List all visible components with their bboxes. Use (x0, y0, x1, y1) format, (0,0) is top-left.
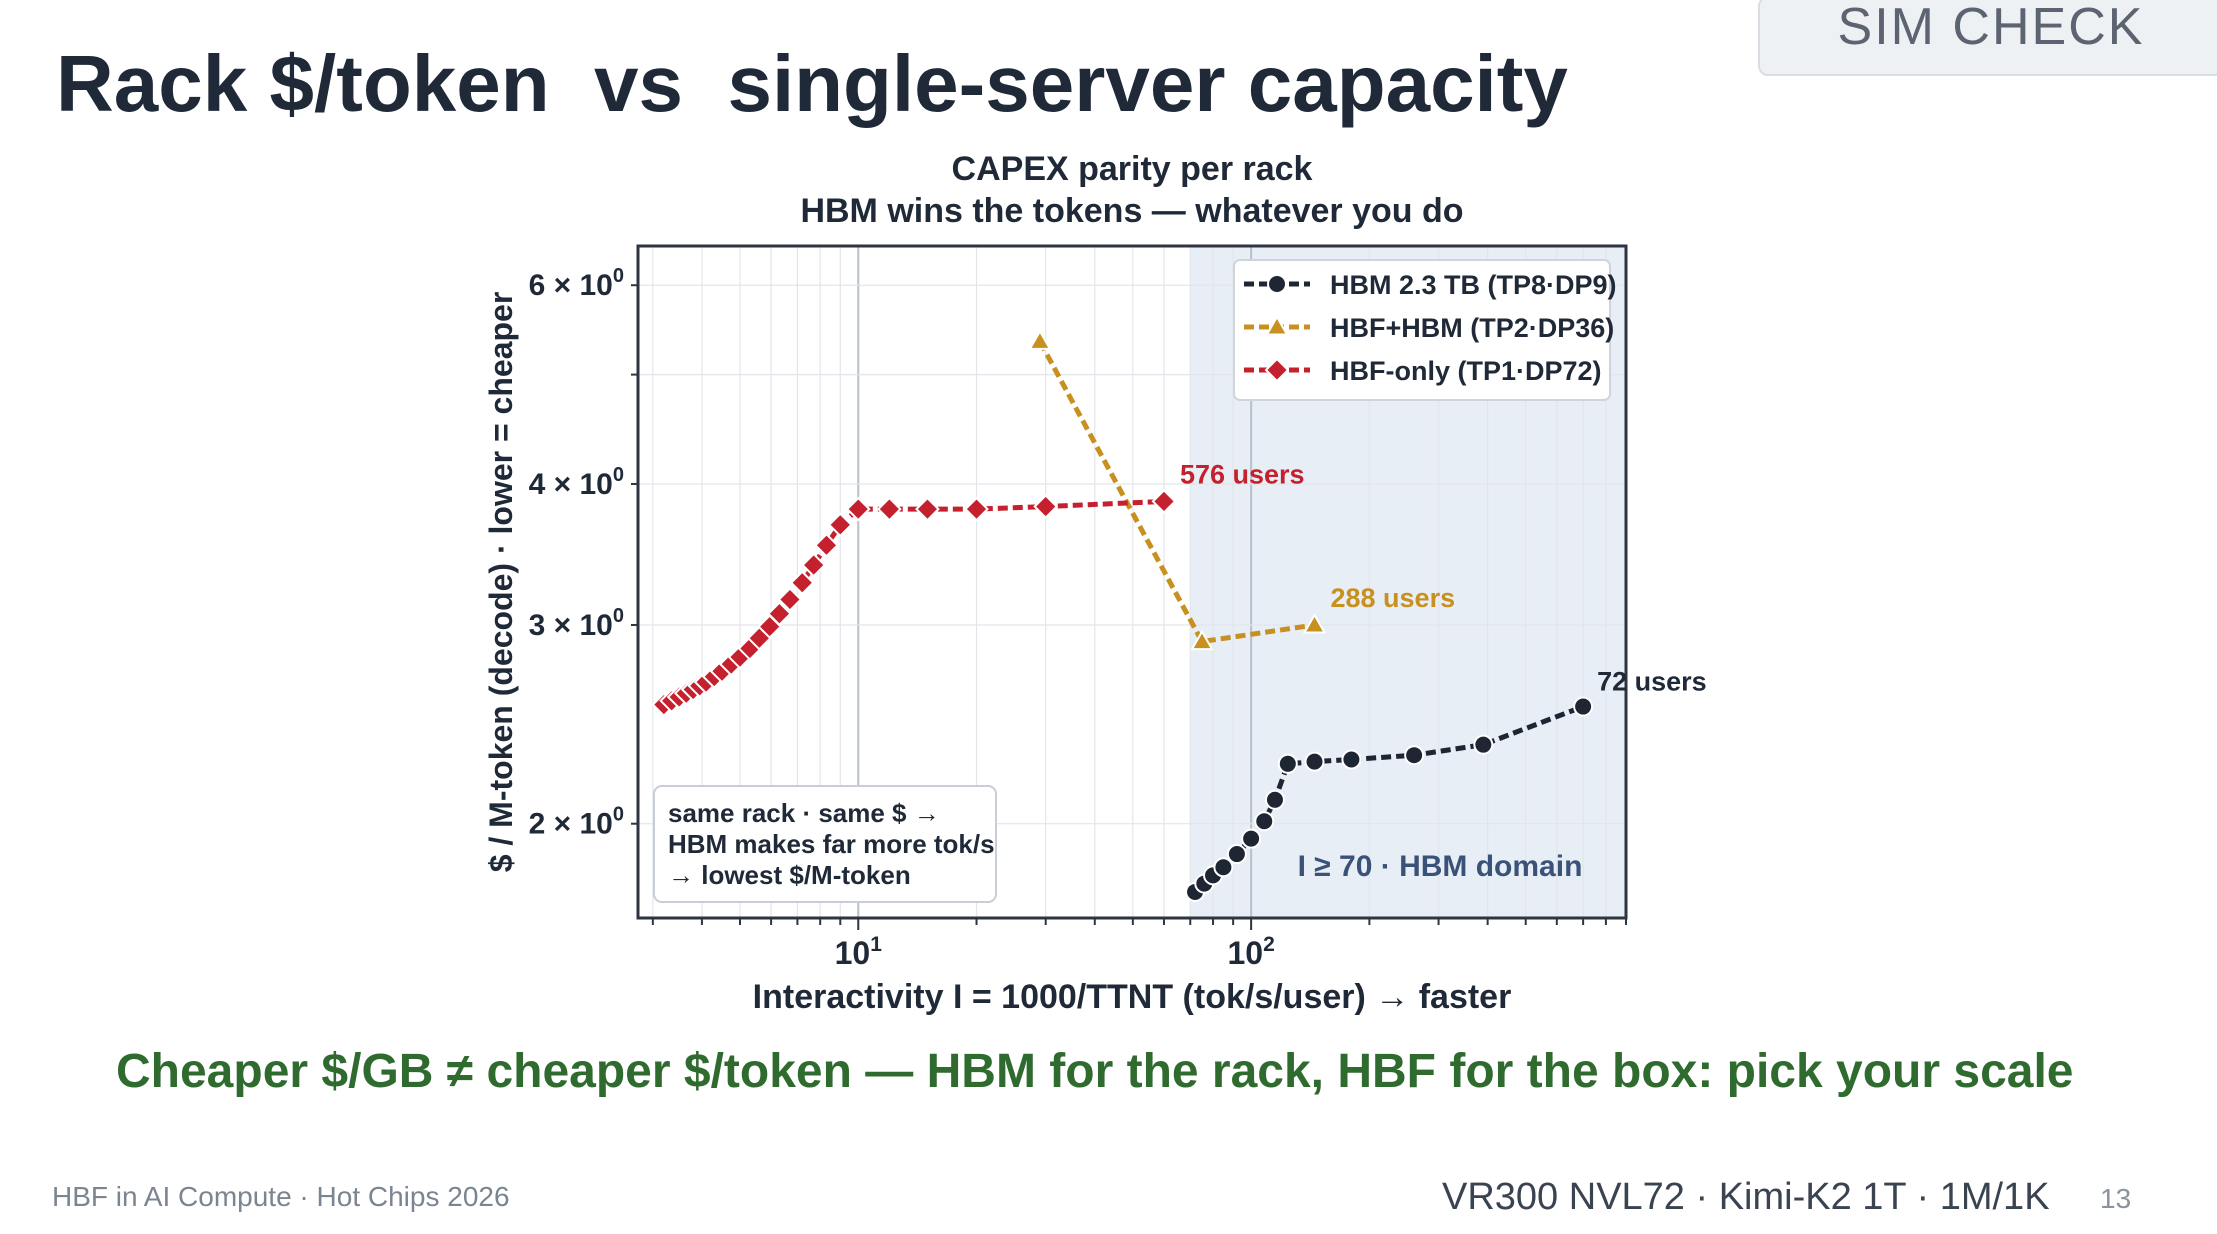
takeaway-text: Cheaper $/GB ≠ cheaper $/token — HBM for… (116, 1045, 2074, 1098)
hbf-only-data-point (801, 552, 827, 578)
hbm-data-point (1473, 734, 1494, 755)
hbm-series-line (1193, 704, 1585, 894)
hbf-only-data-point (777, 587, 803, 612)
hbm-data-point (1573, 696, 1594, 717)
hbf-hbm-legend-marker (1265, 314, 1289, 336)
y-tick-label: 2 × 100 (529, 804, 624, 841)
chart-title-line1: CAPEX parity per rack (952, 150, 1313, 188)
slide-title: Rack $/token vs single-server capacity (56, 39, 1568, 128)
y-tick-label: 4 × 100 (529, 464, 624, 501)
x-tick-label: 101 (835, 933, 883, 971)
hbf-only-legend-label: HBF-only (TP1·DP72) (1330, 356, 1602, 386)
footer-right: VR300 NVL72 · Kimi-K2 1T · 1M/1K (1442, 1176, 2050, 1218)
hbm-legend-marker (1267, 274, 1287, 294)
y-tick-label: 3 × 100 (529, 605, 624, 642)
annotation-line-2: HBM makes far more tok/s (668, 829, 995, 859)
hbm-domain-label: I ≥ 70 · HBM domain (1298, 850, 1583, 883)
hbf-only-series-line (662, 498, 1165, 707)
hbm-data-point (1304, 751, 1325, 772)
y-axis-label: $ / M-token (decode) · lower = cheaper (483, 292, 519, 873)
hbm-data-point (1226, 844, 1247, 865)
hbf-hbm-data-point (1190, 629, 1214, 651)
hbm-data-point (1213, 857, 1234, 878)
hbf-hbm-series-line (1037, 340, 1315, 645)
hbf-hbm-data-point (1302, 612, 1327, 634)
legend: HBM 2.3 TB (TP8·DP9) HBF+HBM (TP2·DP36) HB… (1233, 259, 1617, 401)
hbf-only-data-point (915, 496, 940, 522)
page-number: 13 (2100, 1183, 2132, 1214)
hbf-only-data-point (827, 512, 853, 538)
hbm-end-label: 72 users (1597, 667, 1707, 697)
annotation-box: same rack · same $ → HBM makes far more … (653, 785, 997, 903)
hbm-data-point (1241, 828, 1262, 849)
hbf-only-end-label: 576 users (1180, 459, 1305, 489)
hbm-data-point (1277, 753, 1298, 774)
hbf-only-data-point (789, 570, 815, 596)
x-axis-label: Interactivity I = 1000/TTNT (tok/s/user)… (753, 978, 1512, 1016)
sim-check-badge: SIM CHECK (1758, 0, 2217, 76)
annotation-line-1: same rack · same $ → (668, 798, 940, 828)
hbf-hbm-data-point (1028, 329, 1052, 350)
hbm-data-point (1341, 749, 1362, 770)
hbf-only-data-point (845, 496, 871, 522)
hbf-hbm-end-label: 288 users (1331, 583, 1456, 613)
hbf-only-data-point (1151, 489, 1177, 514)
hbm-data-point (1254, 811, 1275, 832)
chart: CAPEX parity per rack HBM wins the token… (483, 150, 1707, 1016)
chart-title-line2: HBM wins the tokens — whatever you do (800, 192, 1463, 230)
annotation-line-3: → lowest $/M-token (668, 860, 911, 890)
hbf-only-data-point (876, 496, 902, 522)
x-tick-label: 102 (1227, 933, 1274, 971)
y-tick-label: 6 × 100 (529, 265, 624, 302)
hbf-hbm-legend-label: HBF+HBM (TP2·DP36) (1330, 313, 1614, 343)
hbf-only-data-point (1033, 494, 1059, 519)
hbf-only-data-point (814, 532, 839, 558)
hbf-only-legend-marker (1264, 357, 1290, 383)
hbm-data-point (1404, 745, 1425, 766)
hbf-only-data-point (767, 601, 792, 627)
hbm-data-point (1264, 789, 1285, 810)
footer-left: HBF in AI Compute · Hot Chips 2026 (52, 1181, 510, 1212)
hbf-only-data-point (964, 496, 989, 522)
hbm-legend-label: HBM 2.3 TB (TP8·DP9) (1330, 270, 1617, 300)
